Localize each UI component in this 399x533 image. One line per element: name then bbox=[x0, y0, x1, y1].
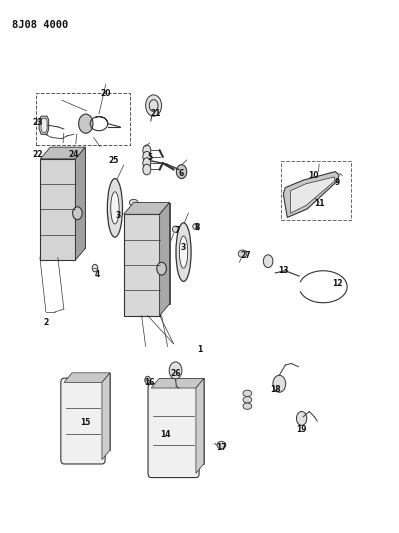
FancyBboxPatch shape bbox=[61, 378, 105, 464]
Bar bbox=[36, 93, 130, 145]
Circle shape bbox=[296, 411, 307, 425]
Text: 9: 9 bbox=[334, 178, 340, 187]
Polygon shape bbox=[134, 203, 170, 304]
Text: 3: 3 bbox=[181, 244, 186, 252]
Circle shape bbox=[169, 362, 182, 379]
Text: 15: 15 bbox=[81, 418, 91, 427]
Text: 22: 22 bbox=[33, 150, 43, 159]
Polygon shape bbox=[72, 373, 110, 450]
Ellipse shape bbox=[129, 207, 138, 214]
Text: 24: 24 bbox=[69, 150, 79, 159]
Text: 14: 14 bbox=[160, 430, 171, 439]
Text: 5: 5 bbox=[147, 153, 152, 161]
Text: 10: 10 bbox=[308, 172, 318, 180]
Circle shape bbox=[143, 151, 151, 162]
Text: 2: 2 bbox=[43, 318, 49, 327]
Polygon shape bbox=[124, 203, 170, 214]
Ellipse shape bbox=[243, 403, 252, 409]
FancyBboxPatch shape bbox=[148, 384, 199, 478]
Polygon shape bbox=[196, 378, 204, 473]
Polygon shape bbox=[41, 118, 47, 132]
Text: 1: 1 bbox=[197, 345, 202, 353]
Ellipse shape bbox=[129, 199, 138, 206]
Circle shape bbox=[73, 207, 82, 220]
Polygon shape bbox=[290, 177, 334, 213]
Bar bbox=[281, 161, 351, 220]
Text: 4: 4 bbox=[95, 270, 101, 279]
Circle shape bbox=[145, 376, 150, 384]
Circle shape bbox=[263, 255, 273, 268]
Text: 18: 18 bbox=[270, 385, 280, 393]
Text: 6: 6 bbox=[179, 169, 184, 177]
Polygon shape bbox=[124, 214, 160, 316]
Ellipse shape bbox=[238, 250, 247, 257]
Ellipse shape bbox=[176, 223, 191, 281]
Ellipse shape bbox=[243, 397, 252, 403]
Text: 7: 7 bbox=[175, 227, 180, 235]
Polygon shape bbox=[160, 203, 170, 316]
Text: 12: 12 bbox=[332, 279, 342, 288]
Text: 27: 27 bbox=[240, 252, 251, 260]
Circle shape bbox=[79, 114, 93, 133]
Circle shape bbox=[149, 100, 158, 111]
Text: 19: 19 bbox=[296, 425, 306, 433]
Circle shape bbox=[273, 375, 286, 392]
Ellipse shape bbox=[111, 192, 119, 224]
Text: 13: 13 bbox=[278, 266, 288, 275]
Text: 23: 23 bbox=[33, 118, 43, 127]
Polygon shape bbox=[283, 172, 339, 217]
Ellipse shape bbox=[180, 236, 188, 268]
Text: 11: 11 bbox=[314, 199, 324, 208]
Text: 26: 26 bbox=[170, 369, 181, 377]
Text: 21: 21 bbox=[150, 109, 161, 118]
Polygon shape bbox=[64, 373, 110, 383]
Text: 25: 25 bbox=[109, 157, 119, 165]
Polygon shape bbox=[40, 147, 85, 159]
Polygon shape bbox=[151, 378, 204, 388]
Text: 8J08 4000: 8J08 4000 bbox=[12, 20, 68, 30]
Ellipse shape bbox=[129, 215, 138, 222]
Text: 3: 3 bbox=[115, 212, 120, 220]
Circle shape bbox=[146, 95, 162, 116]
Polygon shape bbox=[39, 116, 49, 134]
Polygon shape bbox=[50, 147, 85, 248]
Text: 20: 20 bbox=[101, 89, 111, 98]
Ellipse shape bbox=[243, 390, 252, 397]
Polygon shape bbox=[102, 373, 110, 459]
Ellipse shape bbox=[172, 226, 179, 232]
Polygon shape bbox=[40, 159, 75, 260]
Circle shape bbox=[143, 158, 151, 168]
Ellipse shape bbox=[107, 179, 122, 237]
Polygon shape bbox=[75, 147, 85, 260]
Circle shape bbox=[143, 164, 151, 175]
Ellipse shape bbox=[193, 224, 198, 229]
Ellipse shape bbox=[217, 441, 226, 449]
Circle shape bbox=[143, 145, 151, 156]
Circle shape bbox=[157, 262, 166, 275]
Ellipse shape bbox=[129, 223, 138, 230]
Circle shape bbox=[176, 165, 187, 179]
Circle shape bbox=[92, 264, 98, 272]
Polygon shape bbox=[159, 378, 204, 464]
Text: 8: 8 bbox=[195, 223, 200, 232]
Text: 16: 16 bbox=[144, 378, 155, 386]
Text: 17: 17 bbox=[216, 443, 227, 452]
